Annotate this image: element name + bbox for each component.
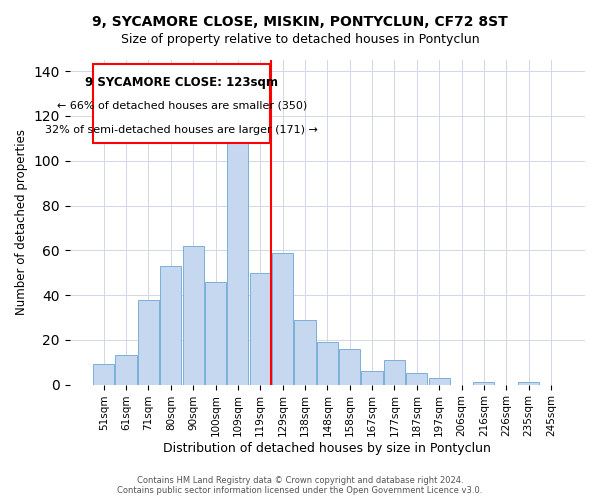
- Bar: [93, 64, 271, 143]
- Bar: [384, 360, 405, 384]
- Bar: [115, 356, 137, 384]
- Bar: [317, 342, 338, 384]
- Text: 9 SYCAMORE CLOSE: 123sqm: 9 SYCAMORE CLOSE: 123sqm: [85, 76, 278, 88]
- Bar: [138, 300, 159, 384]
- Bar: [518, 382, 539, 384]
- Bar: [93, 364, 115, 384]
- Text: 9, SYCAMORE CLOSE, MISKIN, PONTYCLUN, CF72 8ST: 9, SYCAMORE CLOSE, MISKIN, PONTYCLUN, CF…: [92, 15, 508, 29]
- Text: Size of property relative to detached houses in Pontyclun: Size of property relative to detached ho…: [121, 32, 479, 46]
- Bar: [250, 272, 271, 384]
- Bar: [428, 378, 450, 384]
- Bar: [406, 374, 427, 384]
- Text: 32% of semi-detached houses are larger (171) →: 32% of semi-detached houses are larger (…: [46, 125, 318, 135]
- Bar: [182, 246, 204, 384]
- Text: ← 66% of detached houses are smaller (350): ← 66% of detached houses are smaller (35…: [56, 100, 307, 110]
- Bar: [160, 266, 181, 384]
- Text: Contains HM Land Registry data © Crown copyright and database right 2024.
Contai: Contains HM Land Registry data © Crown c…: [118, 476, 482, 495]
- Bar: [272, 252, 293, 384]
- Bar: [473, 382, 494, 384]
- Bar: [339, 349, 361, 384]
- Y-axis label: Number of detached properties: Number of detached properties: [15, 130, 28, 316]
- X-axis label: Distribution of detached houses by size in Pontyclun: Distribution of detached houses by size …: [163, 442, 491, 455]
- Bar: [361, 371, 383, 384]
- Bar: [227, 132, 248, 384]
- Bar: [205, 282, 226, 385]
- Bar: [295, 320, 316, 384]
